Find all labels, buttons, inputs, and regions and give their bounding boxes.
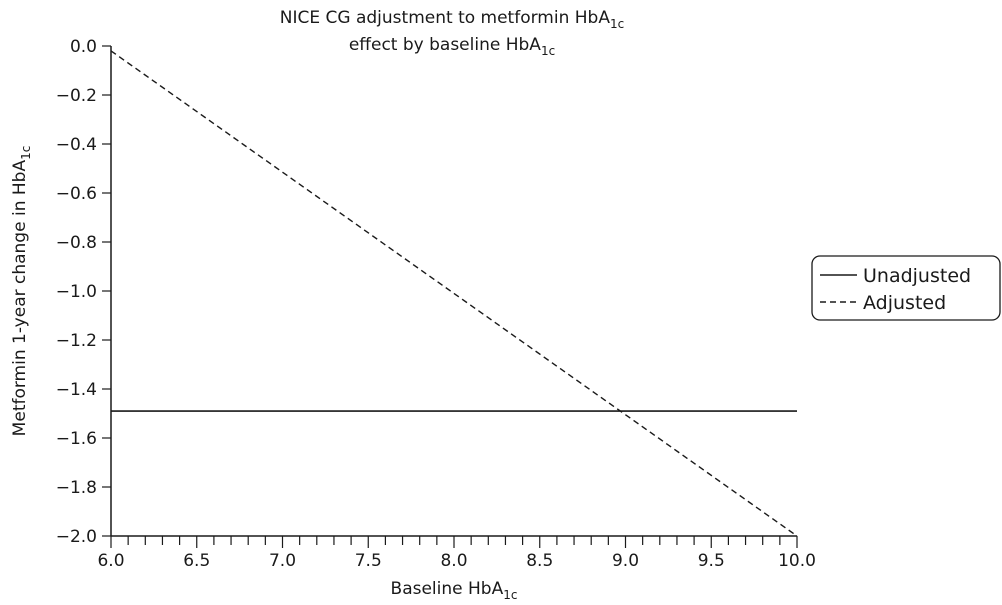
x-tick-label: 8.0	[440, 551, 467, 571]
series-line-adjusted	[110, 50, 798, 537]
y-axis-title: Metformin 1-year change in HbA1c	[10, 146, 33, 437]
y-tick-label: −2.0	[56, 527, 97, 547]
chart-title-line-2: effect by baseline HbA1c	[349, 35, 555, 58]
y-tick-label: −1.0	[56, 282, 97, 302]
legend-label-unadjusted: Unadjusted	[863, 265, 971, 287]
y-tick-label: −1.8	[56, 478, 97, 498]
legend-box	[811, 255, 1001, 321]
y-tick-label: −1.6	[56, 429, 97, 449]
x-axis: 6.0 6.5 7.0 7.5 8.0 8.5 9.0 9.5 10.0	[97, 535, 816, 571]
x-tick-label: 10.0	[778, 551, 816, 571]
x-tick-label: 7.0	[269, 551, 296, 571]
chart-title-line-1: NICE CG adjustment to metformin HbA1c	[280, 8, 624, 31]
legend-label-adjusted: Adjusted	[863, 292, 946, 314]
y-tick-label: 0.0	[70, 37, 97, 57]
y-tick-label: −0.2	[56, 86, 97, 106]
x-tick-label: 6.0	[97, 551, 124, 571]
legend: Unadjusted Adjusted	[811, 255, 1001, 321]
y-tick-label: −0.6	[56, 184, 97, 204]
x-axis-title: Baseline HbA1c	[391, 579, 518, 602]
x-tick-label: 9.5	[698, 551, 725, 571]
y-tick-label: −0.4	[56, 135, 97, 155]
x-tick-label: 8.5	[526, 551, 553, 571]
y-tick-label: −1.2	[56, 331, 97, 351]
y-tick-label: −0.8	[56, 233, 97, 253]
x-tick-label: 9.0	[612, 551, 639, 571]
x-tick-label: 7.5	[355, 551, 382, 571]
y-axis: 0.0 −0.2 −0.4 −0.6 −0.8 −1.0 −1.2 −1.4 −1.6 −1.8 −…	[56, 37, 112, 547]
x-tick-label: 6.5	[183, 551, 210, 571]
y-tick-label: −1.4	[56, 380, 97, 400]
